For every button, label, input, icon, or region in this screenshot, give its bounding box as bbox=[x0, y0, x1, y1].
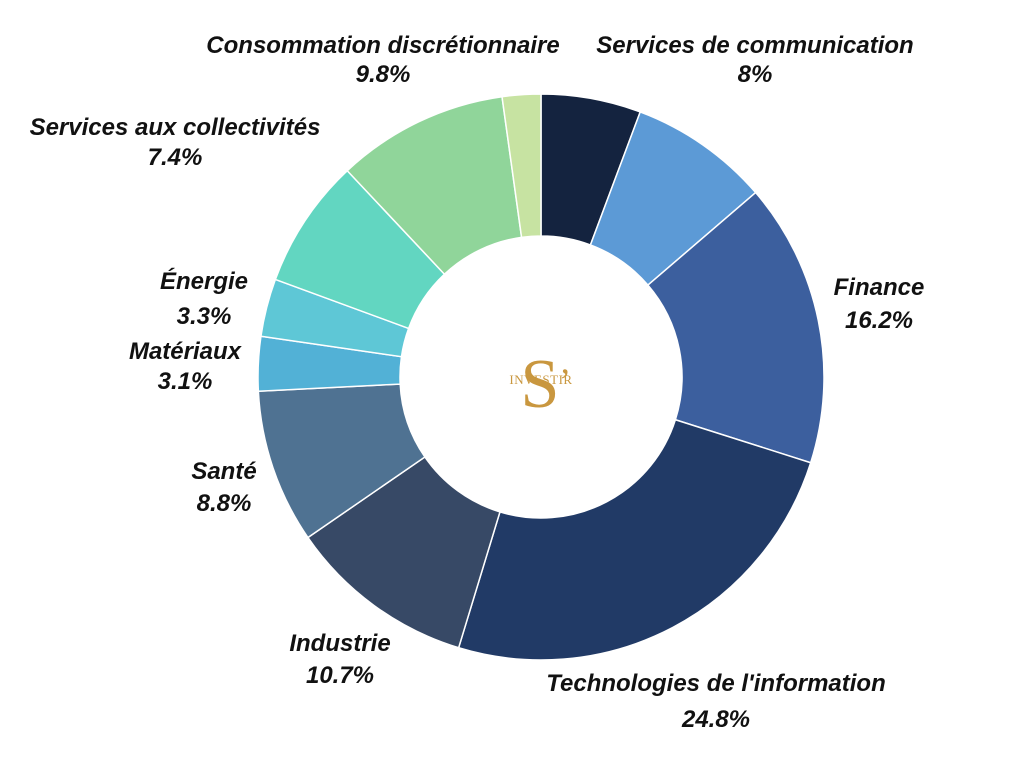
donut-slices bbox=[257, 93, 825, 661]
label-industrie-name: Industrie bbox=[289, 630, 390, 657]
label-energie-name: Énergie bbox=[160, 267, 248, 295]
logo-word: INVESTIR bbox=[509, 372, 572, 387]
labels: Consommation discrétionnaire 9.8% Servic… bbox=[30, 32, 925, 733]
label-materiaux-value: 3.1% bbox=[158, 368, 213, 395]
label-energie-value: 3.3% bbox=[177, 303, 232, 330]
logo-letter: S bbox=[521, 346, 560, 423]
label-materiaux-name: Matériaux bbox=[129, 338, 243, 365]
donut-hole bbox=[400, 236, 682, 518]
label-technologies-value: 24.8% bbox=[681, 706, 750, 733]
label-collectivites-value: 7.4% bbox=[148, 144, 203, 171]
label-industrie-value: 10.7% bbox=[306, 662, 374, 689]
label-sante-name: Santé bbox=[191, 458, 256, 485]
label-collectivites-name: Services aux collectivités bbox=[30, 114, 321, 141]
donut-slice-2 bbox=[646, 191, 825, 464]
label-consommation-name: Consommation discrétionnaire bbox=[206, 32, 559, 59]
logo-apostrophe: ’ bbox=[559, 361, 571, 401]
label-communication-value: 8% bbox=[738, 61, 773, 88]
label-technologies-name: Technologies de l'information bbox=[546, 670, 886, 697]
label-communication-name: Services de communication bbox=[596, 32, 913, 59]
label-finance-name: Finance bbox=[834, 274, 925, 301]
label-consommation-value: 9.8% bbox=[356, 61, 411, 88]
label-finance-value: 16.2% bbox=[845, 307, 913, 334]
label-sante-value: 8.8% bbox=[197, 490, 252, 517]
center-logo: S ’ INVESTIR bbox=[509, 346, 572, 423]
